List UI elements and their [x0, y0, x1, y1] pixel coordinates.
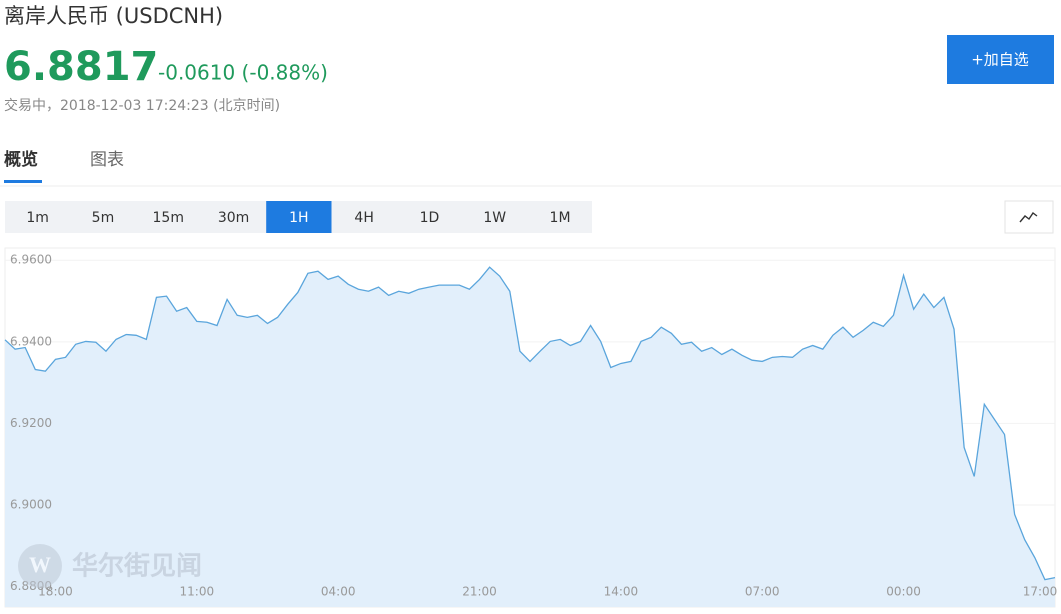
button-bg — [947, 35, 1054, 84]
timeframes: 1m 5m 15m 30m 1H 4H 1D 1W 1M — [26, 201, 571, 233]
timeframe[interactable]: 30m — [218, 210, 249, 226]
watermark-logo — [18, 544, 62, 588]
tab[interactable]: 图表 — [90, 150, 124, 170]
tab-underline — [4, 180, 42, 183]
x-tick-label: 17:00 — [1023, 585, 1058, 599]
x-tick-label: 00:00 — [886, 585, 921, 599]
timeframe[interactable]: 1W — [483, 210, 506, 226]
x-tick-label: 11:00 — [180, 585, 215, 599]
x-tick-label: 04:00 — [321, 585, 356, 599]
chart-style-button[interactable] — [1004, 200, 1054, 234]
area — [5, 267, 1055, 607]
price-change: -0.0610 (-0.88%) — [158, 61, 328, 85]
timeframe[interactable]: 4H — [354, 210, 373, 226]
button-label[interactable]: +加自选 — [971, 51, 1029, 69]
x-tick-label: 14:00 — [604, 585, 639, 599]
icon-button[interactable] — [1004, 200, 1054, 234]
watermark-text: 华尔街见闻 — [72, 551, 202, 582]
watermark: W 华尔街见闻 — [18, 544, 202, 588]
timeframe[interactable]: 1D — [420, 210, 440, 226]
price: 6.8817 — [4, 44, 158, 90]
icon — [1019, 211, 1038, 223]
timeframe[interactable]: 15m — [153, 210, 184, 226]
y-tick-label: 6.9000 — [10, 498, 52, 512]
y-tick-label: 6.9600 — [10, 253, 52, 267]
timeframe[interactable]: 5m — [92, 210, 115, 226]
title: 离岸人民币 (USDCNH) — [4, 4, 223, 28]
timeframe[interactable]: 1H — [289, 210, 308, 226]
y-tick-label: 6.9400 — [10, 334, 52, 348]
timeframe[interactable]: 1M — [550, 210, 571, 226]
tab[interactable]: 概览 — [4, 149, 38, 170]
timeframe-active[interactable] — [266, 201, 332, 233]
x-tick-label: 07:00 — [745, 585, 780, 599]
timeframe[interactable]: 1m — [26, 210, 49, 226]
status: 交易中，2018-12-03 17:24:23 (北京时间) — [4, 97, 280, 114]
watermark-logo-letter: W — [29, 552, 51, 577]
x-tick-label: 21:00 — [462, 585, 497, 599]
x-tick-label: 18:00 — [38, 585, 73, 599]
watchlist-button[interactable]: +加自选 — [947, 35, 1054, 84]
y-tick-label: 6.9200 — [10, 416, 52, 430]
line — [4, 266, 1056, 581]
